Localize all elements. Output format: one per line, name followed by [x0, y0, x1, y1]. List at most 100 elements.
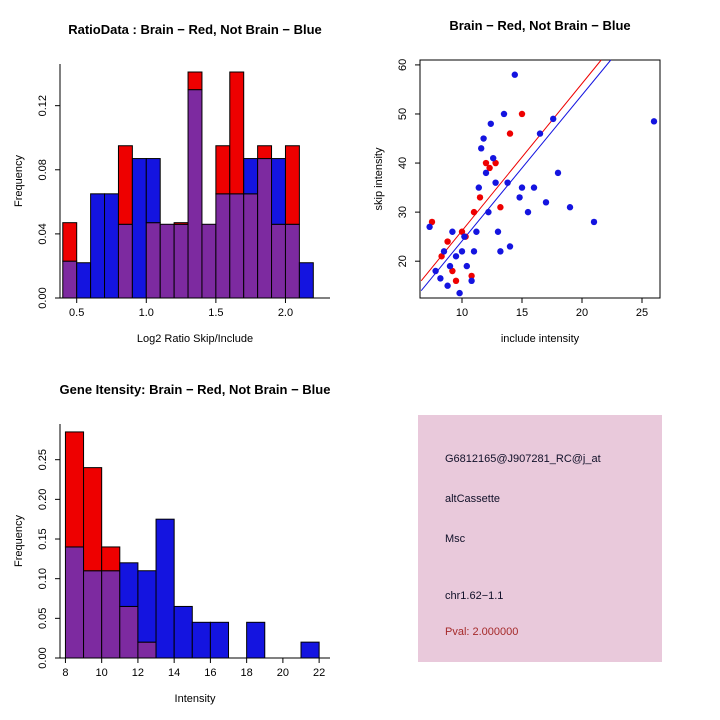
- hist-bar: [83, 467, 103, 572]
- data-point: [478, 145, 485, 152]
- data-point: [452, 253, 460, 260]
- x-tick-label: 20: [576, 307, 588, 319]
- hist-bar-overlap: [117, 223, 133, 299]
- data-point: [511, 71, 518, 78]
- data-point: [482, 169, 490, 177]
- hist-bar-overlap: [201, 223, 217, 299]
- hist-bar: [215, 145, 231, 195]
- data-point: [518, 110, 526, 118]
- y-tick-label: 0.05: [37, 608, 49, 629]
- data-point: [590, 218, 598, 226]
- hist-bar: [76, 262, 92, 299]
- hist-bar: [257, 145, 273, 160]
- x-axis: 10 15 20 25 include intensity: [420, 297, 660, 345]
- hist-bar-overlap: [119, 605, 139, 659]
- y-tick-label: 0.00: [37, 647, 49, 668]
- y-tick-label: 50: [397, 108, 409, 120]
- info-gene-symbol: Msc: [445, 533, 466, 545]
- y-tick-label: 0.15: [37, 528, 49, 549]
- y-tick-label: 0.08: [37, 159, 49, 180]
- data-point: [492, 179, 499, 186]
- x-axis: 8 10 12 14 16 18 20 22 Intensity: [60, 657, 330, 705]
- data-point: [468, 277, 475, 285]
- hist-bar-overlap: [159, 223, 175, 299]
- data-point: [437, 275, 444, 282]
- chart-title: RatioData : Brain − Red, Not Brain − Blu…: [68, 22, 322, 37]
- chart-title: Brain − Red, Not Brain − Blue: [449, 18, 630, 33]
- data-point: [440, 248, 448, 255]
- data-point: [487, 120, 494, 127]
- x-axis-label: Log2 Ratio Skip/Include: [137, 333, 253, 345]
- hist-bar: [246, 621, 266, 659]
- hist-bar-overlap: [187, 89, 203, 299]
- hist-bar: [119, 562, 139, 607]
- hist-bar-overlap: [215, 193, 231, 299]
- hist-bar: [187, 71, 203, 91]
- y-tick-label: 0.12: [37, 95, 49, 116]
- hist-bars: [64, 431, 320, 659]
- info-pval: Pval: 2.000000: [445, 626, 519, 638]
- x-tick-label: 22: [313, 667, 325, 679]
- hist-bar-overlap: [145, 222, 161, 299]
- x-axis: 0.5 1.0 1.5 2.0 Log2 Ratio Skip/Include: [60, 297, 330, 345]
- info-location: chr1.62−1.1: [445, 590, 504, 602]
- hist-bar-overlap: [137, 641, 157, 659]
- hist-bar: [229, 71, 245, 195]
- y-tick-label: 0.10: [37, 568, 49, 589]
- points-red: [428, 110, 526, 285]
- data-point: [432, 267, 439, 275]
- x-tick-label: 0.5: [69, 307, 84, 319]
- data-point: [458, 228, 466, 235]
- hist-bar: [155, 518, 175, 659]
- data-point: [458, 248, 466, 255]
- y-tick-label: 0.04: [37, 223, 49, 244]
- data-point: [492, 159, 499, 167]
- intensity_scatter-svg: Brain − Red, Not Brain − Blue 10 15 20 25 inc…: [373, 18, 661, 345]
- panel-gene-histogram: Gene Itensity: Brain − Red, Not Brain − …: [0, 360, 360, 720]
- hist-bar: [101, 546, 121, 572]
- x-axis-label: include intensity: [501, 333, 580, 345]
- data-point: [446, 262, 454, 270]
- data-point: [497, 248, 504, 255]
- x-tick-label: 1.5: [208, 307, 223, 319]
- hist-bar: [209, 621, 230, 659]
- y-tick-label: 0.20: [37, 489, 49, 510]
- brain-fit-line: [420, 59, 602, 282]
- x-tick-label: 15: [516, 307, 528, 319]
- data-point: [473, 228, 480, 235]
- x-tick-label: 10: [96, 667, 108, 679]
- hist-bar-overlap: [62, 260, 78, 299]
- data-point: [461, 233, 468, 240]
- hist-bar: [137, 570, 157, 643]
- y-axis-label: skip intensity: [373, 147, 385, 210]
- y-axis: 20 30 40 50 60 skip intensity: [373, 59, 421, 298]
- hist-bar: [173, 605, 193, 659]
- notbrain-fit-line: [420, 59, 612, 291]
- hist-bar: [64, 431, 85, 548]
- panel-intensity-scatter: Brain − Red, Not Brain − Blue 10 15 20 25 inc…: [360, 0, 720, 360]
- data-point: [444, 238, 451, 245]
- y-tick-label: 0.00: [37, 287, 49, 308]
- data-point: [456, 289, 463, 297]
- hist-bar: [117, 145, 133, 225]
- data-point: [530, 184, 538, 191]
- data-point: [524, 208, 532, 216]
- x-tick-label: 16: [204, 667, 216, 679]
- data-point: [490, 154, 497, 162]
- data-point: [650, 118, 658, 125]
- x-tick-label: 1.0: [139, 307, 154, 319]
- ratio_hist-svg: RatioData : Brain − Red, Not Brain − Blu…: [13, 22, 330, 345]
- data-point: [500, 110, 508, 118]
- info-event-type: altCassette: [445, 493, 501, 505]
- data-point: [452, 277, 460, 285]
- data-point: [554, 169, 562, 177]
- hist-bar-overlap: [64, 546, 85, 659]
- hist-bar: [173, 222, 189, 225]
- data-point: [482, 159, 490, 167]
- hist-bar: [191, 621, 211, 659]
- data-point: [468, 272, 475, 280]
- data-point: [470, 208, 478, 216]
- hist-bar: [298, 262, 314, 299]
- y-axis-label: Frequency: [13, 155, 25, 207]
- x-tick-label: 14: [168, 667, 180, 679]
